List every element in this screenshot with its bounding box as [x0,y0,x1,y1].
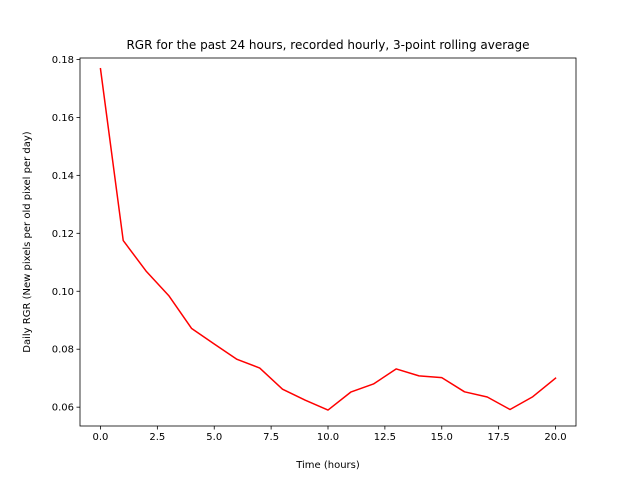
chart-title: RGR for the past 24 hours, recorded hour… [126,38,529,52]
y-tick-label: 0.14 [52,171,74,182]
y-tick-label: 0.18 [52,55,74,66]
y-tick-label: 0.06 [52,403,74,414]
y-axis-label: Daily RGR (New pixels per old pixel per … [22,131,33,352]
x-tick-label: 7.5 [263,432,279,443]
plot-area: 0.0 2.5 5.0 7.5 10.0 12.5 15.0 17.5 20.0 0.06 0.08… [52,55,577,443]
axes-frame [79,57,577,427]
x-tick-label: 2.5 [149,432,165,443]
y-tick-label: 0.16 [52,113,74,124]
x-tick-label: 5.0 [206,432,222,443]
x-tick-label: 12.5 [374,432,396,443]
x-tick-label: 20.0 [544,432,566,443]
x-tick-label: 15.0 [431,432,453,443]
y-tick-label: 0.12 [52,229,74,240]
x-axis-label: Time (hours) [295,460,360,471]
y-tick-label: 0.08 [52,345,74,356]
series-line-0 [99,67,557,411]
y-tick-label: 0.10 [52,287,74,298]
x-tick-label: 17.5 [488,432,510,443]
x-tick-label: 0.0 [93,432,109,443]
x-tick-label: 10.0 [317,432,339,443]
